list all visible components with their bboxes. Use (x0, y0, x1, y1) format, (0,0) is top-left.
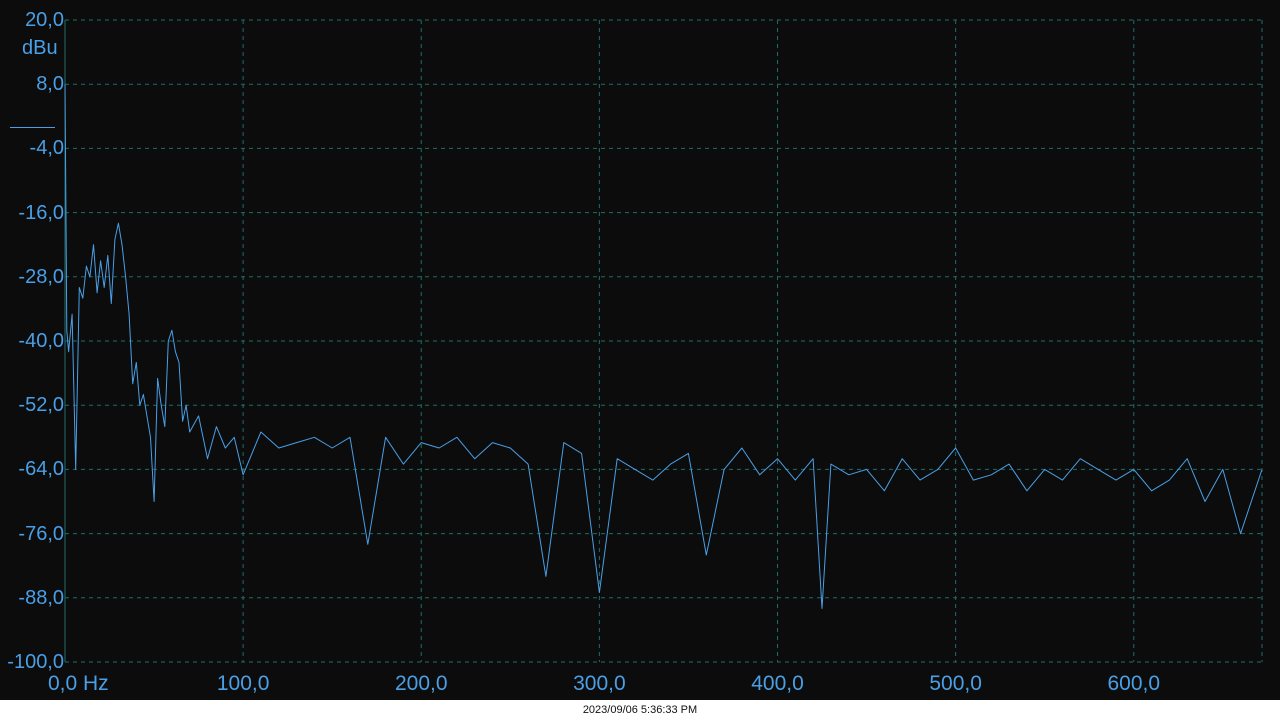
y-tick-label: -52,0 (18, 394, 64, 417)
x-axis-unit: Hz (83, 672, 109, 695)
x-tick-label: 200,0 (394, 672, 448, 695)
x-tick-label: 100,0 (216, 672, 270, 695)
y-tick-label: 8,0 (36, 73, 64, 96)
y-tick-label: -64,0 (18, 458, 64, 481)
y-tick-label: 20,0 (25, 9, 64, 31)
y-tick-label: -16,0 (18, 201, 64, 224)
y-tick-label: -40,0 (18, 330, 64, 352)
capture-timestamp: 2023/09/06 5:36:33 PM (582, 704, 698, 716)
reference-level-marker[interactable] (10, 127, 55, 128)
grid (65, 19, 1263, 663)
x-tick-label: 300,0 (573, 672, 626, 695)
y-tick-label: -88,0 (18, 586, 64, 609)
x-tick-label: 500,0 (929, 672, 982, 695)
y-tick-label: -28,0 (18, 265, 64, 288)
spectrum-line (64, 84, 1263, 609)
x-tick-label: 400,0 (751, 672, 804, 695)
y-tick-label: -4,0 (29, 137, 64, 160)
y-tick-label: -76,0 (18, 522, 64, 545)
x-tick-label: 600,0 (1107, 672, 1161, 695)
y-axis-unit: dBu (22, 37, 58, 59)
status-footer: 2023/09/06 5:36:33 PM (0, 700, 1280, 720)
x-tick-label: 0,0 (48, 672, 78, 695)
spectrum-trace (64, 84, 1263, 609)
y-tick-label: -100,0 (7, 651, 64, 673)
